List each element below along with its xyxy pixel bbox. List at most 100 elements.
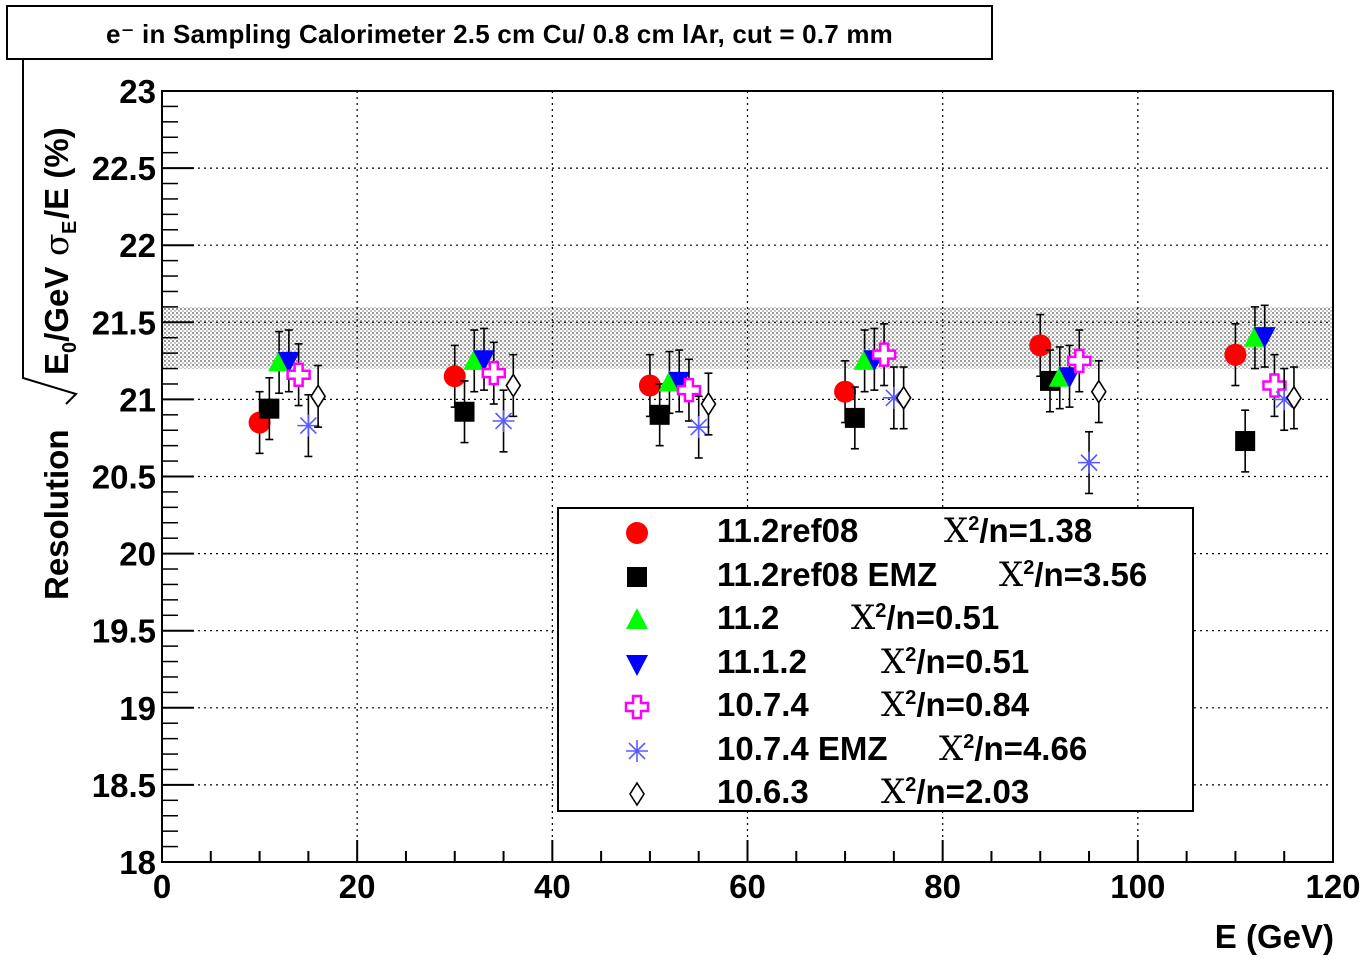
data-point [286, 362, 311, 387]
legend-chi2: X2/n=3.56 [999, 554, 1148, 595]
diamond-open-marker [629, 781, 645, 807]
legend-symbol [626, 739, 648, 762]
series-11-2ref08 [248, 313, 1247, 455]
data-point [1090, 379, 1107, 405]
y-tick-label: 21.5 [92, 304, 156, 341]
svg-text:E: E [59, 221, 81, 234]
legend-label: 10.7.4 [717, 686, 809, 723]
x-tick-label: 80 [924, 868, 961, 905]
legend-symbol [627, 566, 647, 587]
x-tick-label: 40 [534, 868, 571, 905]
svg-text:Resolution: Resolution [38, 430, 75, 601]
y-tick-label: 21 [119, 381, 156, 418]
svg-text:σ: σ [37, 233, 76, 256]
legend-chi2-value: 2.03 [964, 773, 1030, 810]
svg-text:E0/GeV: E0/GeV [38, 267, 81, 375]
data-point [1253, 327, 1276, 349]
series-10-7-4 [286, 323, 1287, 422]
data-point [1273, 388, 1296, 411]
data-point [1078, 451, 1101, 474]
legend-chi2: X2/n=1.38 [944, 511, 1093, 551]
svg-text:/E (%): /E (%) [38, 127, 75, 219]
data-point [853, 348, 876, 370]
y-tick-label: 22.5 [92, 150, 156, 187]
legend-entry: 10.7.4 EMZ X2/n=4.66 [559, 729, 1192, 772]
legend-symbol [626, 522, 648, 544]
data-point [844, 407, 865, 428]
legend-entry: 11.2ref08 EMZ X2/n=3.56 [559, 555, 1192, 598]
cross-open-marker [624, 694, 650, 720]
legend-chi2: X2/n=0.51 [881, 641, 1030, 682]
data-point [668, 371, 691, 393]
data-point [1224, 343, 1247, 366]
triangle-down-marker [626, 654, 648, 676]
legend-label: 11.2ref08 [717, 512, 859, 549]
data-point [700, 391, 717, 417]
x-axis-label: E (GeV) [1215, 918, 1334, 955]
legend-symbol [626, 608, 648, 629]
series-10-6-3 [310, 353, 1302, 436]
legend-chi2: X2/n=0.51 [851, 598, 1000, 638]
data-point [1048, 365, 1071, 387]
triangle-up-marker [626, 608, 648, 629]
series-11-1-2 [277, 304, 1276, 413]
data-point [492, 409, 515, 432]
data-point [259, 398, 280, 419]
chart-title-box: e⁻ in Sampling Calorimeter 2.5 cm Cu/ 0.… [6, 5, 993, 60]
legend-chi2-value: 4.66 [1022, 729, 1088, 767]
legend-symbol [624, 694, 650, 720]
data-point [658, 370, 681, 392]
legend-chi2: X2/n=0.84 [881, 685, 1030, 725]
data-point [505, 373, 522, 399]
data-point [895, 385, 912, 411]
legend-entry: 11.2 X2/n=0.51 [559, 598, 1192, 641]
data-point [310, 383, 327, 409]
data-point [882, 386, 905, 409]
legend-chi2: X2/n=2.03 [881, 772, 1030, 812]
legend: 11.2ref08 X2/n=1.38 11.2ref08 EMZ X2/n=3.56… [557, 507, 1194, 812]
legend-label: 10.7.4 EMZ [717, 729, 888, 767]
circle-marker [626, 522, 648, 544]
data-point [481, 360, 507, 386]
data-point [649, 404, 670, 425]
legend-symbol [626, 654, 648, 676]
legend-entry: 10.6.3 X2/n=2.03 [559, 772, 1192, 815]
data-point [1029, 334, 1052, 357]
legend-chi2-value: 0.84 [964, 686, 1030, 723]
y-tick-label: 18 [119, 844, 156, 881]
star-marker [626, 739, 648, 762]
y-tick-label: 20.5 [92, 459, 156, 496]
data-point [1067, 348, 1092, 374]
legend-chi2-value: 0.51 [964, 642, 1030, 680]
legend-chi2-value: 0.51 [934, 599, 1000, 636]
data-point [871, 342, 897, 367]
x-tick-label: 20 [339, 868, 376, 905]
legend-entry: 11.1.2 X2/n=0.51 [559, 642, 1192, 685]
square-marker [627, 566, 647, 587]
y-tick-label: 22 [119, 227, 156, 264]
series-11-2ref08-emz [259, 349, 1256, 473]
legend-label: 11.2 [717, 599, 780, 636]
legend-label: 10.6.3 [717, 773, 809, 810]
x-tick-label: 0 [153, 868, 171, 905]
data-point [443, 365, 466, 388]
data-point [277, 351, 300, 373]
data-point [687, 416, 710, 439]
legend-chi2-value: 3.56 [1082, 555, 1148, 593]
y-tick-label: 19 [119, 690, 156, 727]
y-tick-label: 20 [119, 536, 156, 573]
data-point [1262, 373, 1287, 398]
data-point [1243, 325, 1266, 347]
legend-entry: 11.2ref08 X2/n=1.38 [559, 511, 1192, 554]
y-tick-label: 19.5 [92, 613, 156, 650]
series-10-7-4-emz [297, 366, 1296, 495]
y-tick-label: 18.5 [92, 767, 156, 804]
data-point [463, 348, 486, 370]
legend-chi2-value: 1.38 [1027, 512, 1093, 549]
legend-chi2: X2/n=4.66 [939, 728, 1088, 769]
y-tick-label: 23 [119, 73, 156, 110]
legend-label: 11.2ref08 EMZ [717, 555, 938, 593]
data-point [676, 377, 702, 403]
legend-symbol [629, 781, 645, 807]
